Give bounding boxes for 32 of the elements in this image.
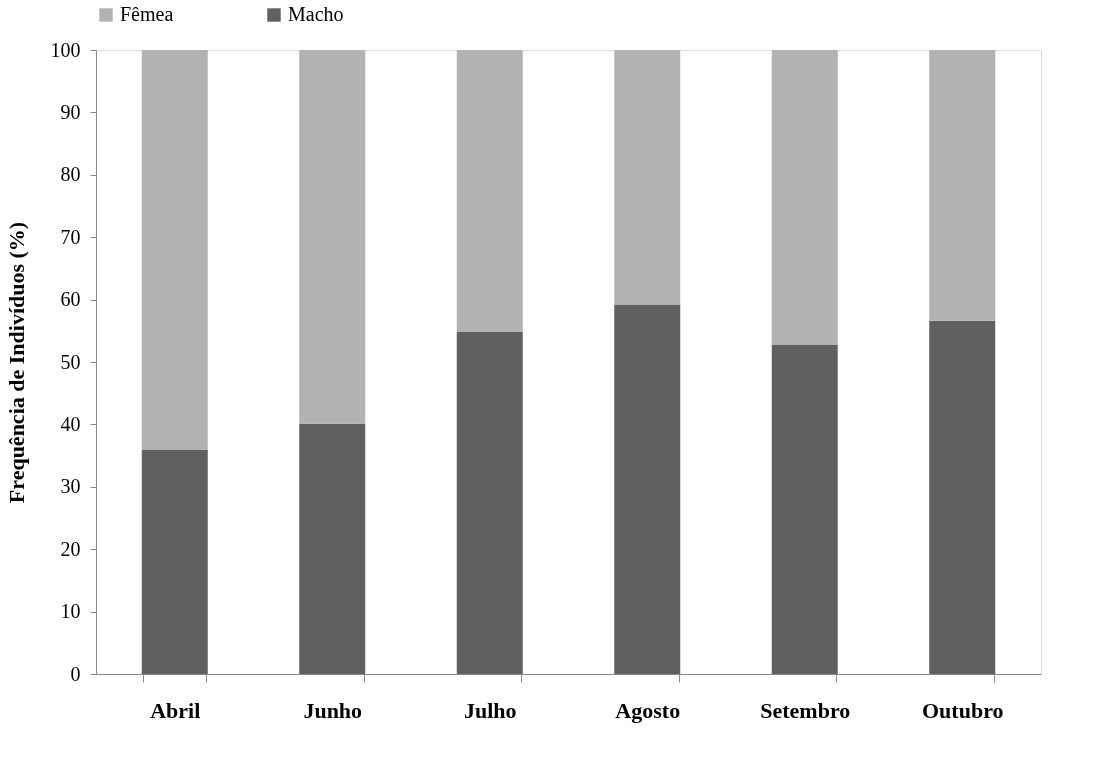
- bar: [771, 50, 838, 345]
- bar: [929, 50, 996, 321]
- y-tick-label: 80: [60, 163, 81, 186]
- y-tick-label: 60: [60, 288, 81, 311]
- legend-label: Macho: [288, 3, 344, 25]
- y-tick-label: 90: [60, 100, 81, 123]
- bar: [456, 331, 523, 674]
- bar: [614, 50, 681, 305]
- bar: [141, 449, 208, 674]
- x-tick-label: Agosto: [615, 697, 681, 723]
- x-tick-label: Outubro: [921, 697, 1004, 723]
- bar: [929, 320, 996, 674]
- x-tick-label: Julho: [463, 697, 517, 723]
- y-tick-label: 40: [60, 412, 81, 435]
- x-tick-label: Abril: [150, 697, 201, 723]
- bar: [299, 50, 366, 424]
- x-tick-label: Junho: [303, 697, 363, 723]
- y-tick-label: 100: [50, 38, 81, 61]
- y-tick-label: 20: [60, 537, 81, 560]
- bar: [614, 304, 681, 674]
- x-tick-label: Setembro: [760, 697, 851, 723]
- y-tick-label: 50: [60, 350, 81, 373]
- bar: [299, 423, 366, 674]
- y-tick-label: 10: [60, 600, 81, 623]
- y-axis-title: Frequência de Indivíduos (%): [3, 221, 29, 504]
- bar: [456, 50, 523, 332]
- bar: [141, 50, 208, 450]
- legend-label: Fêmea: [120, 3, 174, 25]
- y-tick-label: 70: [60, 225, 81, 248]
- y-tick-label: 30: [60, 475, 81, 498]
- y-tick-label: 0: [70, 662, 81, 685]
- bar: [771, 344, 838, 674]
